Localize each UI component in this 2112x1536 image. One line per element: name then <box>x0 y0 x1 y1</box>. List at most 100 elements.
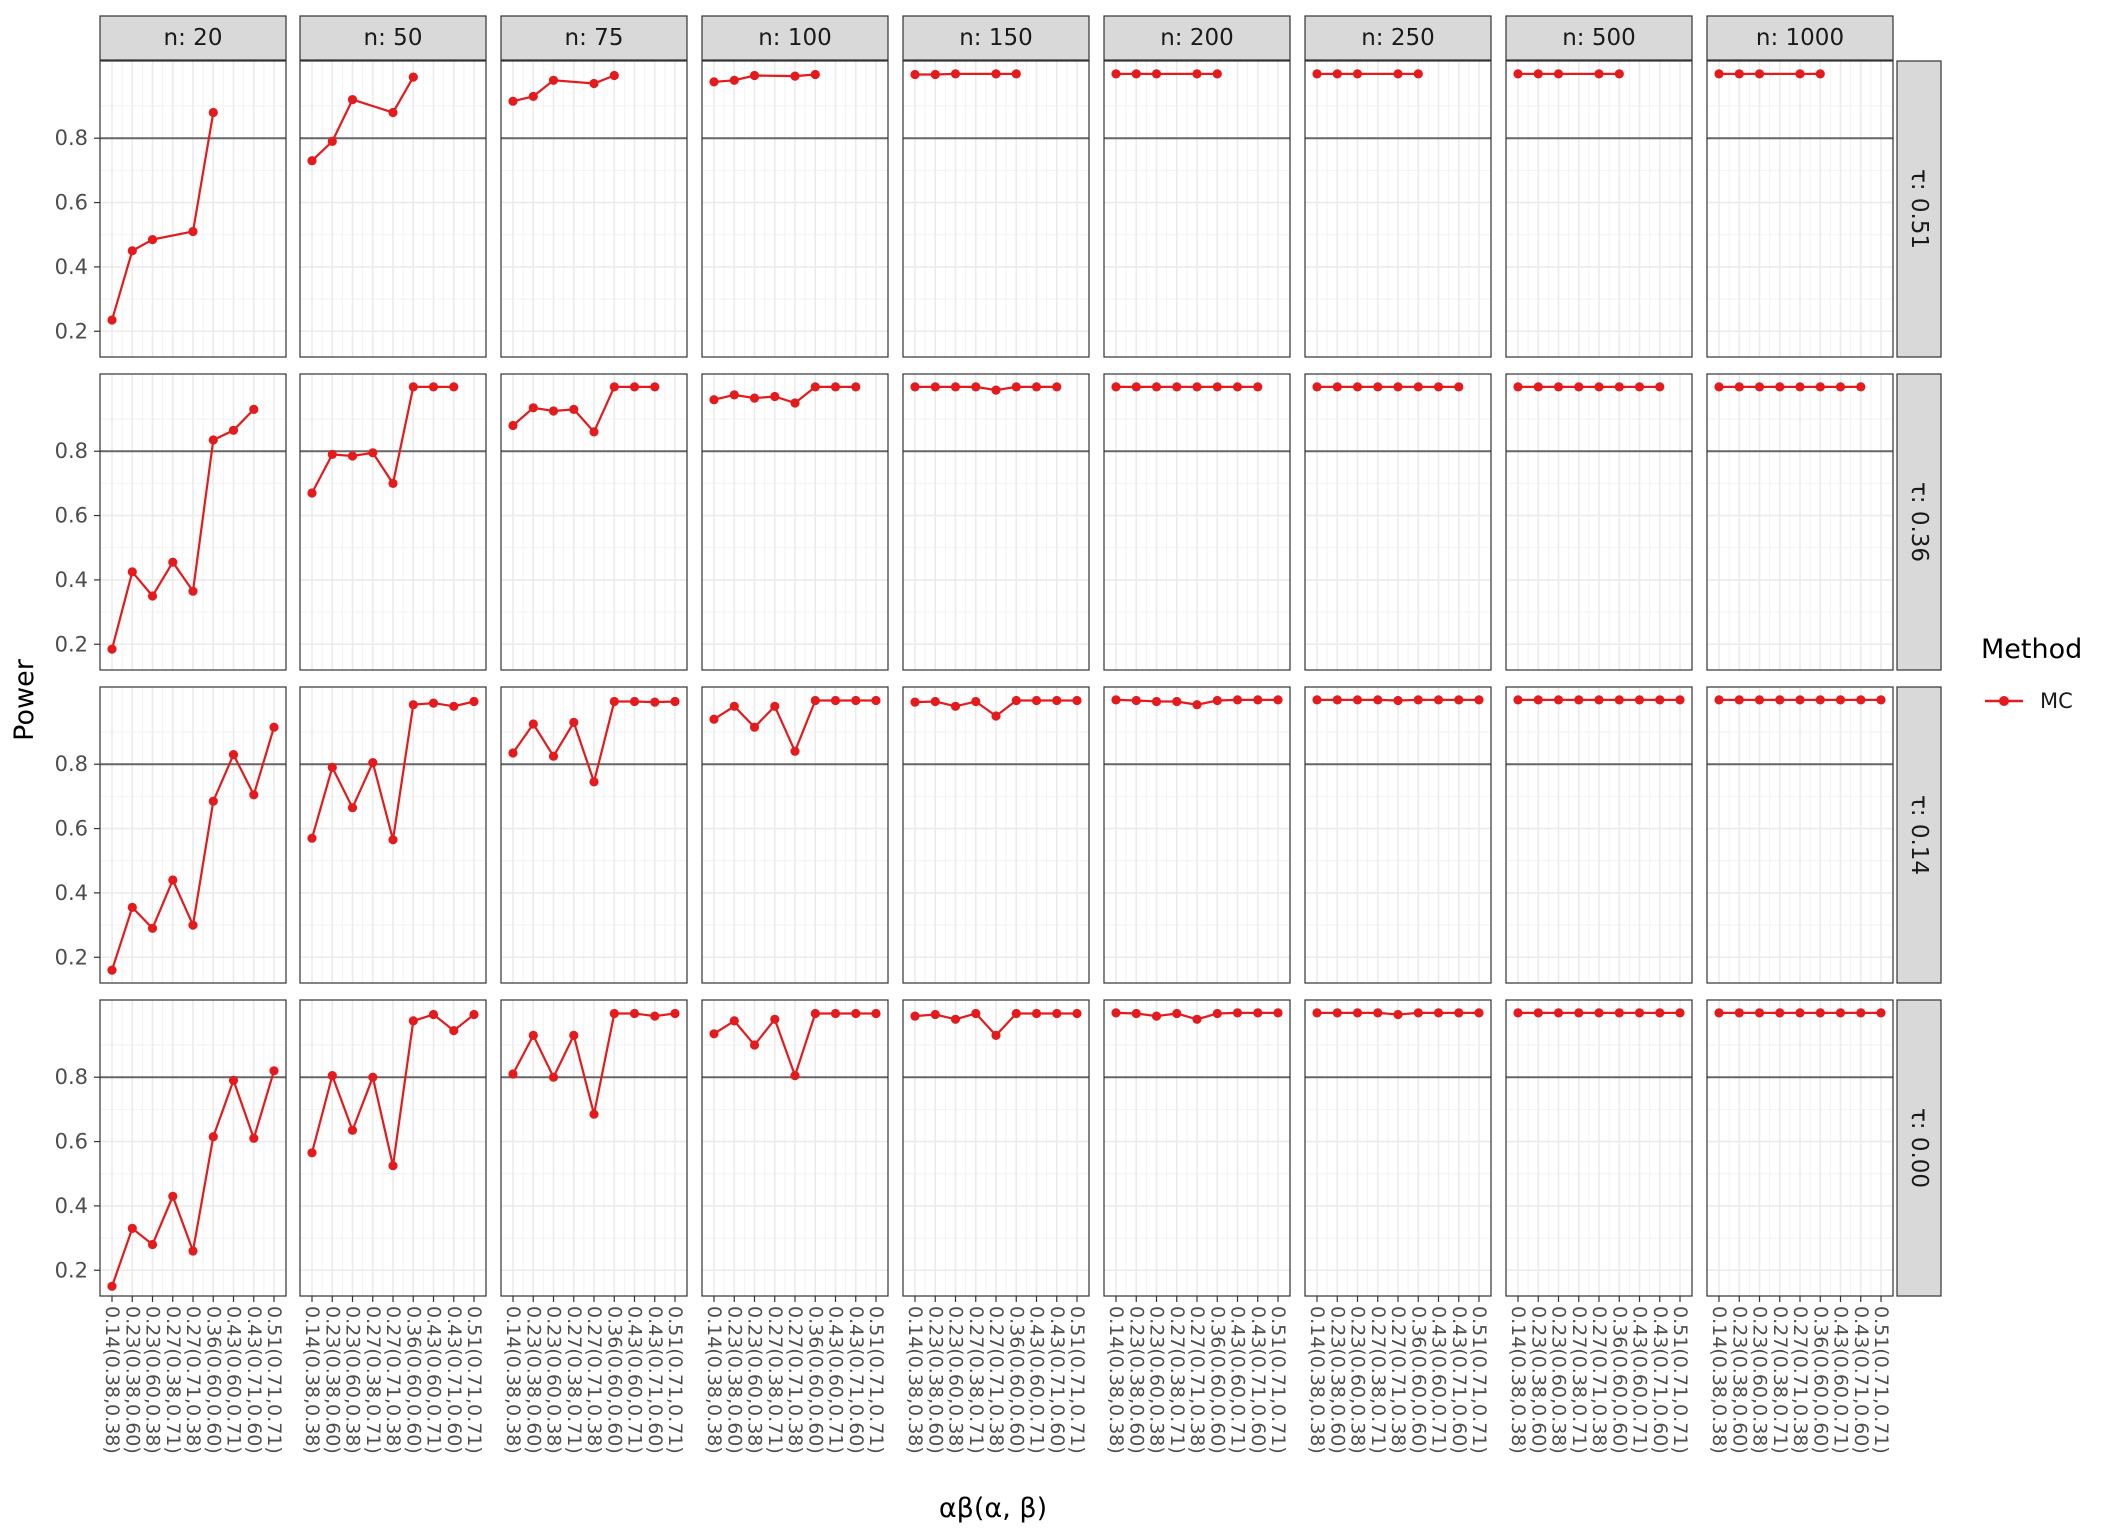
data-point <box>749 393 760 403</box>
x-tick-label: 0.14(0.38,0.38) <box>904 1306 926 1454</box>
data-point <box>548 406 559 416</box>
y-tick-label: 0.2 <box>55 945 88 969</box>
data-point <box>1795 1008 1805 1018</box>
x-tick-label: 0.27(0.38,0.71) <box>1769 1306 1791 1454</box>
data-point <box>428 382 439 392</box>
row-strip-background <box>1896 999 1942 1297</box>
x-tick-label: 0.43(0.60,0.71) <box>825 1306 847 1454</box>
y-tick-label: 0.2 <box>55 1258 88 1282</box>
data-point <box>1131 69 1141 79</box>
data-point <box>147 1239 158 1250</box>
data-point <box>368 758 378 768</box>
y-axes: 0.2 0.4 0.6 0.8 0.2 0.4 0.6 0.8 0.2 0.4 0.6 0.8 0.2 0… <box>55 126 100 1282</box>
data-point <box>528 719 538 729</box>
data-point <box>127 902 137 913</box>
panel-r2-c8 <box>1706 686 1894 984</box>
x-tick-label: 0.27(0.38,0.71) <box>1367 1306 1389 1454</box>
column-strip-label: n: 150 <box>959 25 1033 51</box>
panel-r3-c7 <box>1505 999 1693 1297</box>
data-point <box>650 382 660 392</box>
data-point <box>147 591 158 601</box>
legend: Method MC <box>1981 634 2082 713</box>
data-point <box>810 382 820 392</box>
data-point <box>1614 382 1624 392</box>
data-point <box>269 722 279 732</box>
panel-r1-c1 <box>299 373 487 671</box>
x-tick-label: 0.36(0.60,0.60) <box>202 1306 224 1454</box>
data-point <box>508 96 518 106</box>
panel-r1-c7 <box>1505 373 1693 671</box>
data-point <box>408 700 418 710</box>
data-point <box>1553 695 1564 705</box>
column-strip-label: n: 500 <box>1562 25 1636 51</box>
data-point <box>1614 1008 1624 1018</box>
data-point <box>871 695 881 706</box>
data-point <box>368 1072 378 1082</box>
data-point <box>609 1008 619 1019</box>
x-tick-label: 0.23(0.60,0.38) <box>543 1306 565 1454</box>
data-point <box>1835 382 1846 392</box>
data-point <box>1393 69 1403 79</box>
x-tick-label: 0.27(0.38,0.71) <box>563 1306 585 1454</box>
data-point <box>1373 695 1383 705</box>
data-point <box>327 1071 337 1081</box>
y-tick-label: 0.4 <box>55 255 88 279</box>
y-tick-label: 0.2 <box>55 632 88 656</box>
data-point <box>1795 382 1805 392</box>
column-strip: n: 100 <box>701 15 889 61</box>
data-point <box>1675 1008 1685 1018</box>
data-point <box>1594 695 1604 705</box>
data-point <box>930 1009 940 1020</box>
data-point <box>1373 1008 1383 1018</box>
column-strip-label: n: 1000 <box>1756 25 1844 51</box>
data-point <box>1734 695 1744 705</box>
data-point <box>1454 1008 1464 1018</box>
data-point <box>871 1008 881 1019</box>
row-strip-background <box>1896 60 1942 358</box>
row-strip: τ: 0.51 <box>1896 60 1942 358</box>
x-tick-label: 0.27(0.71,0.38) <box>583 1306 605 1454</box>
data-point <box>1052 695 1062 706</box>
data-point <box>1151 69 1162 79</box>
data-point <box>971 696 981 707</box>
x-tick-label: 0.27(0.71,0.38) <box>1387 1306 1409 1454</box>
data-point <box>188 226 198 237</box>
column-strip-label: n: 100 <box>758 25 832 51</box>
panel-r2-c3 <box>701 686 889 984</box>
data-point <box>569 717 579 728</box>
x-tick-label: 0.43(0.71,0.60) <box>1448 1306 1470 1454</box>
data-point <box>629 696 640 707</box>
data-point <box>1856 695 1866 705</box>
panel-border <box>1304 686 1492 984</box>
x-tick-label: 0.23(0.60,0.38) <box>1548 1306 1570 1454</box>
x-tick-label: 0.27(0.38,0.71) <box>1568 1306 1590 1454</box>
data-point <box>1714 1008 1724 1018</box>
data-point <box>1172 696 1182 707</box>
data-point <box>548 751 559 761</box>
row-strips: τ: 0.51 τ: 0.36 τ: 0.14 τ: 0.00 <box>1896 60 1942 1297</box>
data-point <box>1052 382 1062 392</box>
data-point <box>1795 69 1805 79</box>
x-axis-title: αβ(α, β) <box>939 1493 1047 1524</box>
panel-r0-c2 <box>500 60 688 358</box>
x-tick-label: 0.23(0.38,0.60) <box>522 1306 544 1454</box>
x-tick-label: 0.14(0.38,0.38) <box>1105 1306 1127 1454</box>
x-tick-label: 0.27(0.71,0.38) <box>382 1306 404 1454</box>
data-point <box>1815 382 1825 392</box>
data-point <box>810 1008 820 1019</box>
y-tick-label: 0.8 <box>55 439 88 463</box>
data-point <box>208 435 218 445</box>
data-point <box>1754 69 1765 79</box>
data-point <box>1192 700 1202 710</box>
data-point <box>1332 382 1342 392</box>
panel-r1-c4 <box>902 373 1090 671</box>
data-point <box>1151 696 1162 707</box>
x-tick-label: 0.43(0.60,0.71) <box>1629 1306 1651 1454</box>
data-point <box>528 1030 538 1040</box>
data-point <box>1151 382 1162 392</box>
data-point <box>1253 1008 1263 1018</box>
panel-r0-c1 <box>299 60 487 358</box>
data-point <box>388 1161 398 1171</box>
data-point <box>449 382 459 392</box>
data-point <box>930 696 940 707</box>
